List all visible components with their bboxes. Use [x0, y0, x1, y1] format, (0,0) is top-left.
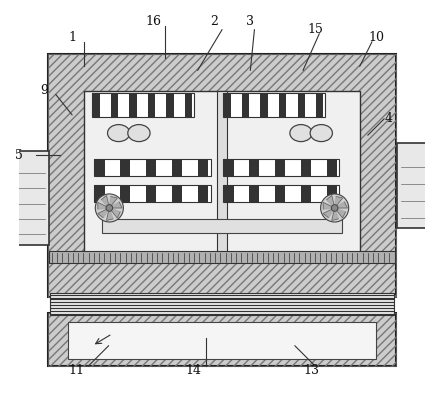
Polygon shape — [335, 202, 347, 208]
Bar — [11, 151, 49, 244]
Bar — [275, 159, 285, 175]
Bar — [326, 159, 337, 175]
Bar — [148, 93, 155, 117]
Bar — [84, 91, 360, 261]
Bar — [68, 322, 376, 359]
Text: 3: 3 — [246, 15, 254, 28]
Bar — [95, 159, 105, 175]
Bar — [0, 195, 2, 204]
Polygon shape — [327, 195, 335, 208]
Bar — [301, 185, 311, 202]
Ellipse shape — [310, 124, 333, 142]
Circle shape — [331, 205, 338, 211]
Circle shape — [106, 205, 113, 211]
Bar — [50, 295, 394, 296]
Bar — [198, 159, 208, 175]
Bar — [223, 159, 234, 175]
Polygon shape — [323, 208, 335, 217]
Bar — [50, 311, 394, 312]
Polygon shape — [323, 202, 335, 209]
Bar — [279, 93, 286, 117]
Polygon shape — [101, 195, 109, 208]
Bar — [50, 293, 394, 315]
Polygon shape — [107, 208, 113, 220]
Bar — [50, 314, 394, 315]
Bar — [223, 185, 234, 202]
Bar — [120, 185, 131, 202]
Bar — [217, 91, 227, 261]
Bar — [261, 93, 268, 117]
Polygon shape — [98, 202, 109, 209]
Text: 15: 15 — [307, 23, 323, 36]
Bar — [223, 185, 340, 202]
Bar — [326, 185, 337, 202]
Circle shape — [95, 194, 123, 222]
Text: 10: 10 — [368, 31, 384, 44]
Bar — [223, 93, 231, 117]
Bar — [95, 185, 105, 202]
Bar — [397, 143, 433, 228]
Bar — [95, 159, 210, 175]
Polygon shape — [109, 208, 120, 218]
Polygon shape — [109, 202, 122, 208]
Bar — [146, 185, 156, 202]
Bar — [103, 219, 341, 233]
Bar — [166, 93, 174, 117]
Polygon shape — [332, 208, 338, 220]
Ellipse shape — [107, 124, 130, 142]
Bar — [48, 54, 396, 297]
Ellipse shape — [128, 124, 150, 142]
Polygon shape — [98, 208, 109, 217]
Bar — [48, 313, 396, 366]
Circle shape — [321, 194, 349, 222]
Bar — [48, 54, 396, 297]
Bar — [223, 93, 325, 117]
Bar — [48, 251, 396, 263]
Bar — [92, 93, 194, 117]
Bar — [50, 308, 394, 309]
Polygon shape — [109, 197, 117, 208]
Bar — [249, 159, 259, 175]
Bar — [432, 175, 443, 193]
Bar — [92, 93, 100, 117]
Polygon shape — [335, 208, 345, 218]
Bar — [50, 298, 394, 299]
Text: 14: 14 — [186, 364, 202, 377]
Bar — [95, 185, 210, 202]
Text: 11: 11 — [68, 364, 84, 377]
Bar — [301, 159, 311, 175]
Text: 2: 2 — [210, 15, 218, 28]
Text: 9: 9 — [40, 84, 48, 97]
Bar — [316, 93, 324, 117]
Ellipse shape — [290, 124, 312, 142]
Text: 5: 5 — [16, 149, 24, 162]
Bar — [129, 93, 137, 117]
Bar — [185, 93, 192, 117]
Bar — [146, 159, 156, 175]
Bar — [249, 185, 259, 202]
Text: 4: 4 — [384, 112, 392, 125]
Bar — [442, 183, 444, 191]
Bar — [242, 93, 250, 117]
Bar — [172, 185, 182, 202]
Bar — [0, 187, 13, 205]
Text: 1: 1 — [68, 31, 76, 44]
Bar — [172, 159, 182, 175]
Bar — [48, 313, 396, 366]
Bar — [297, 93, 305, 117]
Text: 13: 13 — [303, 364, 319, 377]
Polygon shape — [335, 197, 343, 208]
Bar — [50, 305, 394, 306]
Bar — [275, 185, 285, 202]
Bar — [50, 302, 394, 303]
Bar — [223, 159, 340, 175]
Bar — [198, 185, 208, 202]
Bar — [120, 159, 131, 175]
Text: 16: 16 — [145, 15, 161, 28]
Bar — [111, 93, 118, 117]
